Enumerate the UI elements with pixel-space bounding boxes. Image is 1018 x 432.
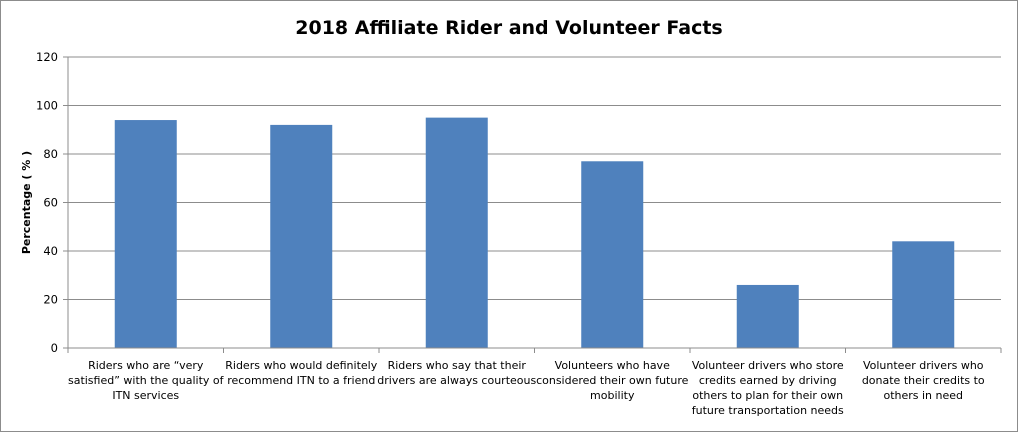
y-tick-label: 60: [43, 196, 58, 210]
y-tick-label: 80: [43, 147, 58, 161]
bar: [736, 284, 799, 348]
axes: [67, 57, 1002, 353]
category-label: Volunteer drivers who donate their credit…: [862, 359, 985, 402]
gridlines: [63, 56, 1001, 349]
y-tick-label: 20: [43, 293, 58, 307]
bar: [270, 124, 333, 349]
y-tick-label: 40: [43, 244, 58, 258]
category-label: Riders who would definitely recommend ITN…: [225, 359, 377, 387]
category-label: Volunteer drivers who store credits earne…: [692, 359, 844, 417]
bars: [114, 117, 955, 349]
category-label: Riders who say that their drivers are alw…: [377, 359, 536, 387]
y-tick-label: 120: [36, 50, 58, 64]
y-tick-labels: 0 20 40 60 80 100 120: [36, 50, 58, 355]
category-labels: Riders who are “very satisfied” with the …: [68, 359, 985, 417]
bar: [114, 120, 177, 348]
y-tick-label: 100: [36, 99, 58, 113]
chart-title: 2018 Affiliate Rider and Volunteer Facts: [295, 17, 722, 39]
category-label: Riders who are “very satisfied” with the …: [68, 359, 225, 402]
category-label: Volunteers who have considered their own …: [536, 359, 689, 402]
bar: [892, 241, 955, 348]
bar: [581, 161, 644, 348]
y-tick-label: 0: [51, 341, 58, 355]
y-axis-label: Percentage ( % ): [20, 151, 33, 254]
bar: [425, 117, 488, 348]
